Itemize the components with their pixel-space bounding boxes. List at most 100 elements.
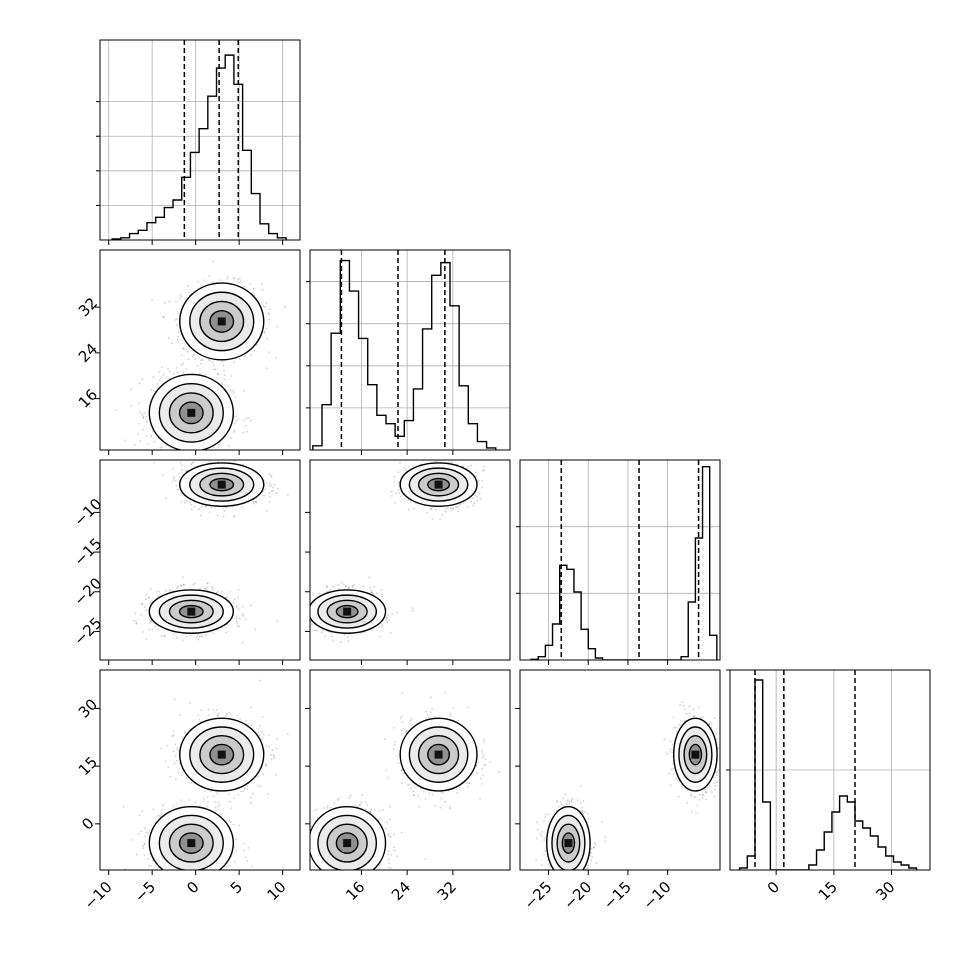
scatter-point: [186, 499, 188, 502]
scatter-point: [237, 278, 239, 281]
scatter-point: [480, 486, 483, 489]
scatter-point: [229, 591, 232, 593]
scatter-point: [275, 492, 278, 494]
scatter-point: [391, 494, 393, 497]
scatter-point: [133, 619, 136, 622]
scatter-point: [233, 429, 236, 432]
scatter-point: [331, 639, 334, 642]
scatter-point: [291, 602, 293, 604]
scatter-point: [154, 625, 157, 627]
scatter-point: [185, 470, 188, 472]
scatter-point: [230, 375, 233, 377]
scatter-point: [130, 404, 133, 407]
scatter-point: [222, 364, 224, 367]
scatter-point: [252, 287, 255, 290]
scatter-point: [176, 324, 178, 327]
scatter-point: [178, 476, 181, 479]
scatter-point: [182, 371, 185, 374]
scatter-point: [266, 510, 268, 512]
scatter-point: [115, 409, 118, 411]
scatter-point: [470, 464, 472, 467]
scatter-point: [270, 474, 272, 477]
scatter-point: [145, 609, 147, 612]
scatter-point: [200, 359, 203, 361]
scatter-point: [233, 431, 236, 433]
scatter-point: [185, 635, 188, 638]
scatter-point: [470, 500, 473, 503]
scatter-point: [247, 451, 249, 453]
scatter-point: [242, 389, 245, 392]
scatter-point: [242, 615, 245, 617]
scatter-point: [185, 367, 188, 370]
scatter-point: [163, 302, 166, 304]
scatter-point: [140, 413, 143, 416]
scatter-point: [455, 506, 458, 508]
scatter-point: [252, 500, 255, 503]
scatter-point: [167, 367, 169, 370]
scatter-point: [415, 452, 417, 454]
scatter-point: [198, 508, 201, 510]
scatter-point: [174, 300, 177, 303]
scatter-point: [247, 416, 250, 419]
scatter-point: [168, 370, 171, 373]
scatter-point: [459, 503, 462, 506]
scatter-point: [265, 327, 268, 330]
panel-frame: [309, 249, 511, 451]
scatter-point: [343, 634, 346, 636]
scatter-point: [173, 476, 176, 479]
scatter-point: [254, 628, 256, 631]
scatter-point: [452, 507, 455, 510]
scatter-point: [242, 463, 245, 466]
scatter-point: [191, 462, 194, 464]
scatter-point: [218, 443, 220, 446]
scatter-point: [149, 436, 152, 438]
scatter-point: [145, 435, 148, 438]
scatter-point: [180, 469, 183, 472]
scatter-point: [180, 500, 183, 503]
scatter-point: [160, 635, 163, 637]
scatter-point: [186, 469, 189, 472]
scatter-point: [216, 373, 219, 376]
scatter-point: [165, 589, 167, 592]
scatter-point: [473, 502, 476, 505]
scatter-point: [153, 461, 155, 464]
scatter-point: [217, 590, 219, 593]
scatter-point: [304, 608, 306, 610]
scatter-point: [390, 490, 393, 493]
scatter-point: [234, 460, 236, 463]
scatter-point: [441, 514, 444, 516]
scatter-point: [150, 587, 152, 590]
scatter-point: [371, 591, 374, 594]
scatter-point: [235, 415, 238, 418]
scatter-point: [183, 583, 186, 586]
scatter-point: [189, 501, 191, 504]
scatter-point: [140, 613, 142, 616]
scatter-point: [213, 368, 215, 371]
scatter-point: [163, 464, 165, 466]
scatter-point: [244, 355, 247, 358]
scatter-point: [142, 416, 145, 419]
scatter-point: [481, 479, 484, 482]
scatter-point: [211, 632, 214, 635]
scatter-point: [151, 299, 154, 302]
scatter-point: [192, 583, 195, 586]
scatter-point: [147, 443, 150, 446]
scatter-point: [221, 383, 224, 386]
scatter-point: [268, 501, 271, 503]
scatter-point: [474, 494, 476, 497]
scatter-point: [398, 481, 400, 483]
scatter-point: [208, 359, 211, 362]
scatter-point: [135, 620, 138, 623]
scatter-point: [444, 455, 446, 457]
scatter-point: [270, 484, 273, 487]
scatter-point: [139, 439, 142, 442]
scatter-point: [379, 635, 382, 638]
scatter-point: [232, 276, 235, 279]
scatter-point: [223, 378, 226, 381]
scatter-point: [199, 514, 202, 517]
scatter-point: [151, 430, 154, 432]
scatter-point: [269, 308, 271, 311]
scatter-point: [203, 279, 206, 282]
scatter-point: [175, 367, 178, 369]
scatter-point: [275, 356, 278, 359]
